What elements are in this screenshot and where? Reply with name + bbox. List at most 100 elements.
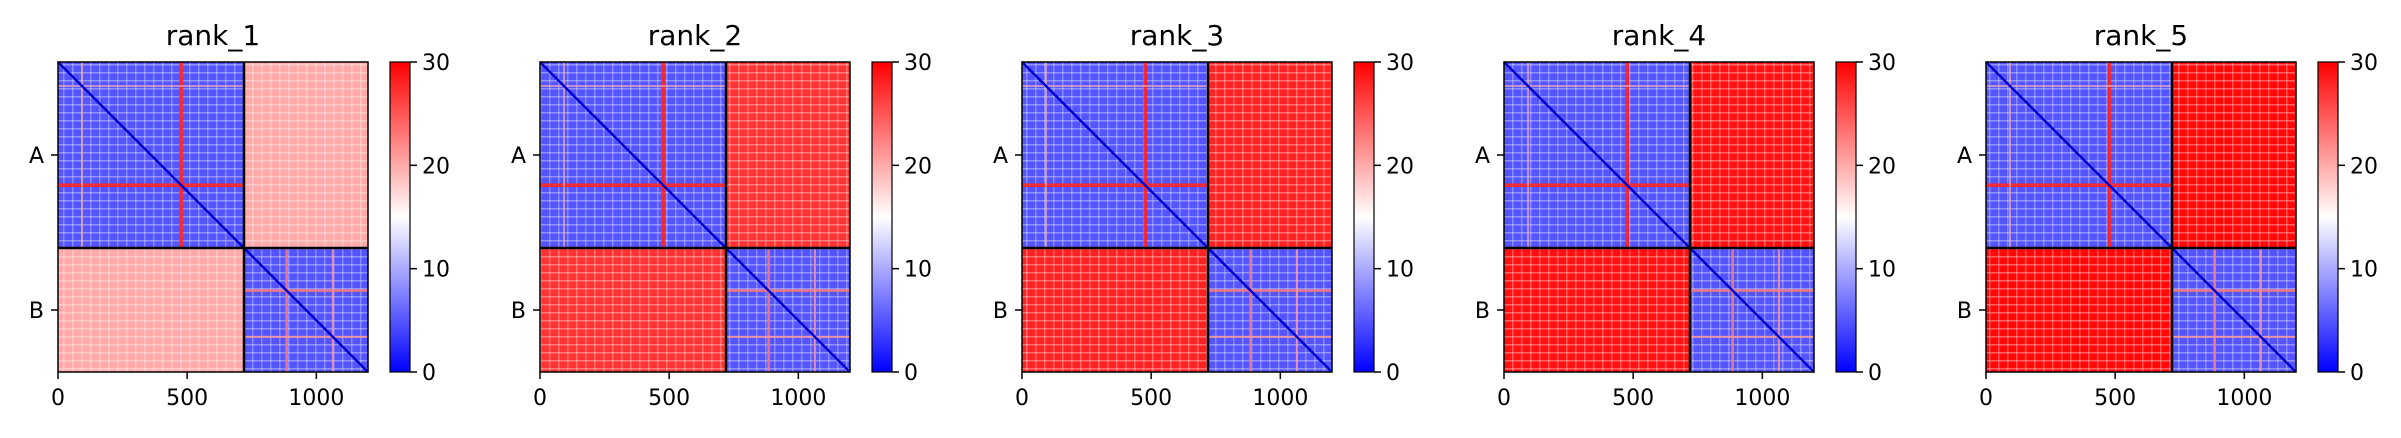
y-segment-label-B: B [1475,299,1490,324]
x-tick-label: 1000 [770,386,826,411]
linker-band-horizontal-B [726,289,850,292]
linker-band-vertical-B2 [2259,248,2262,372]
x-tick-label: 500 [648,386,690,411]
panel-title: rank_1 [166,19,260,52]
diagonal-B [2171,247,2297,373]
linker-band-horizontal-A [1986,183,2172,188]
colorbar-tick-label: 10 [1386,258,1414,283]
colorbar-tick-label: 0 [422,361,436,386]
heatmap [1021,61,1333,373]
diagonal-B [1207,247,1333,373]
linker-band-vertical-B [1249,248,1252,372]
linker-band-vertical-A [179,62,184,248]
x-tick-label: 1000 [288,386,344,411]
y-segment-label-A: A [993,144,1008,169]
panel-rank_5: rank_5 A B 0 500 1000 0 10 20 30 [1957,19,2378,411]
diagonal-B [1689,247,1815,373]
y-segment-label-A: A [1957,144,1972,169]
heatmap [539,61,851,373]
x-tick-label: 0 [1979,386,1993,411]
linker-band-horizontal-B [2172,289,2296,292]
heatmap [57,61,369,373]
x-tick-label: 500 [1130,386,1172,411]
linker-band-horizontal-B [244,289,368,292]
linker-band-vertical-B2 [813,248,816,372]
panel-title: rank_2 [648,19,742,52]
y-segment-label-B: B [1957,299,1972,324]
x-tick-label: 0 [533,386,547,411]
diagonal-A [539,61,727,249]
colorbar-tick-label: 0 [1386,361,1400,386]
panel-title: rank_3 [1130,19,1224,52]
plot-frame [57,61,369,373]
colorbar-tick-label: 10 [2350,258,2378,283]
colorbar-tick-label: 0 [2350,361,2364,386]
linker-band-vertical-B2 [1295,248,1298,372]
colorbar-tick-label: 10 [904,258,932,283]
colorbar: 0 10 20 30 [389,51,450,386]
colorbar-tick-label: 30 [2350,51,2378,76]
diagonal-A [1021,61,1209,249]
panel-rank_4: rank_4 A B 0 500 1000 0 10 20 30 [1475,19,1896,411]
x-tick-label: 0 [51,386,65,411]
linker-band-vertical-B [1731,248,1734,372]
panel-rank_1: rank_1 A B 0 500 1000 0 10 20 30 [29,19,450,411]
linker-band-vertical-B [767,248,770,372]
linker-band-horizontal-B2 [244,335,368,338]
linker-band-horizontal-B [1690,289,1814,292]
x-tick-label: 1000 [2216,386,2272,411]
colorbar: 0 10 20 30 [2317,51,2378,386]
linker-band-vertical-B2 [1777,248,1780,372]
linker-band-vertical-A2 [81,62,83,248]
linker-band-horizontal-B2 [1208,335,1332,338]
y-segment-label-A: A [29,144,44,169]
colorbar-gradient [1835,61,1857,373]
colorbar-tick-label: 30 [422,51,450,76]
colorbar-tick-label: 10 [422,258,450,283]
panel-title: rank_4 [1612,19,1706,52]
x-tick-label: 1000 [1252,386,1308,411]
y-segment-label-B: B [511,299,526,324]
colorbar-tick-label: 30 [904,51,932,76]
linker-band-horizontal-A [1022,183,1208,188]
colorbar-tick-label: 20 [1868,154,1896,179]
colorbar: 0 10 20 30 [1835,51,1896,386]
linker-band-vertical-A [661,62,666,248]
linker-band-horizontal-A2 [1986,85,2172,87]
linker-band-vertical-B [285,248,288,372]
x-tick-label: 500 [2094,386,2136,411]
linker-band-vertical-A2 [1045,62,1047,248]
linker-band-horizontal-B2 [726,335,850,338]
colorbar-tick-label: 0 [1868,361,1882,386]
diagonal-B [725,247,851,373]
linker-band-horizontal-A2 [1504,85,1690,87]
colorbar-tick-label: 0 [904,361,918,386]
panel-rank_3: rank_3 A B 0 500 1000 0 10 20 30 [993,19,1414,411]
colorbar-tick-label: 20 [422,154,450,179]
heatmap [1985,61,2297,373]
colorbar-tick-label: 20 [904,154,932,179]
linker-band-horizontal-A2 [1022,85,1208,87]
plot-frame [1021,61,1333,373]
x-tick-label: 0 [1015,386,1029,411]
colorbar-tick-label: 20 [2350,154,2378,179]
diagonal-A [57,61,245,249]
colorbar-gradient [389,61,411,373]
y-segment-label-B: B [993,299,1008,324]
plot-frame [1503,61,1815,373]
linker-band-horizontal-A [540,183,726,188]
colorbar-tick-label: 10 [1868,258,1896,283]
linker-band-vertical-B [2213,248,2216,372]
linker-band-horizontal-B2 [2172,335,2296,338]
linker-band-horizontal-A [58,183,244,188]
colorbar-tick-label: 30 [1386,51,1414,76]
linker-band-vertical-A2 [563,62,565,248]
y-segment-label-A: A [511,144,526,169]
diagonal-A [1503,61,1691,249]
colorbar-tick-label: 20 [1386,154,1414,179]
panel-title: rank_5 [2094,19,2188,52]
diagonal-B [243,247,369,373]
colorbar-gradient [2317,61,2339,373]
y-segment-label-B: B [29,299,44,324]
